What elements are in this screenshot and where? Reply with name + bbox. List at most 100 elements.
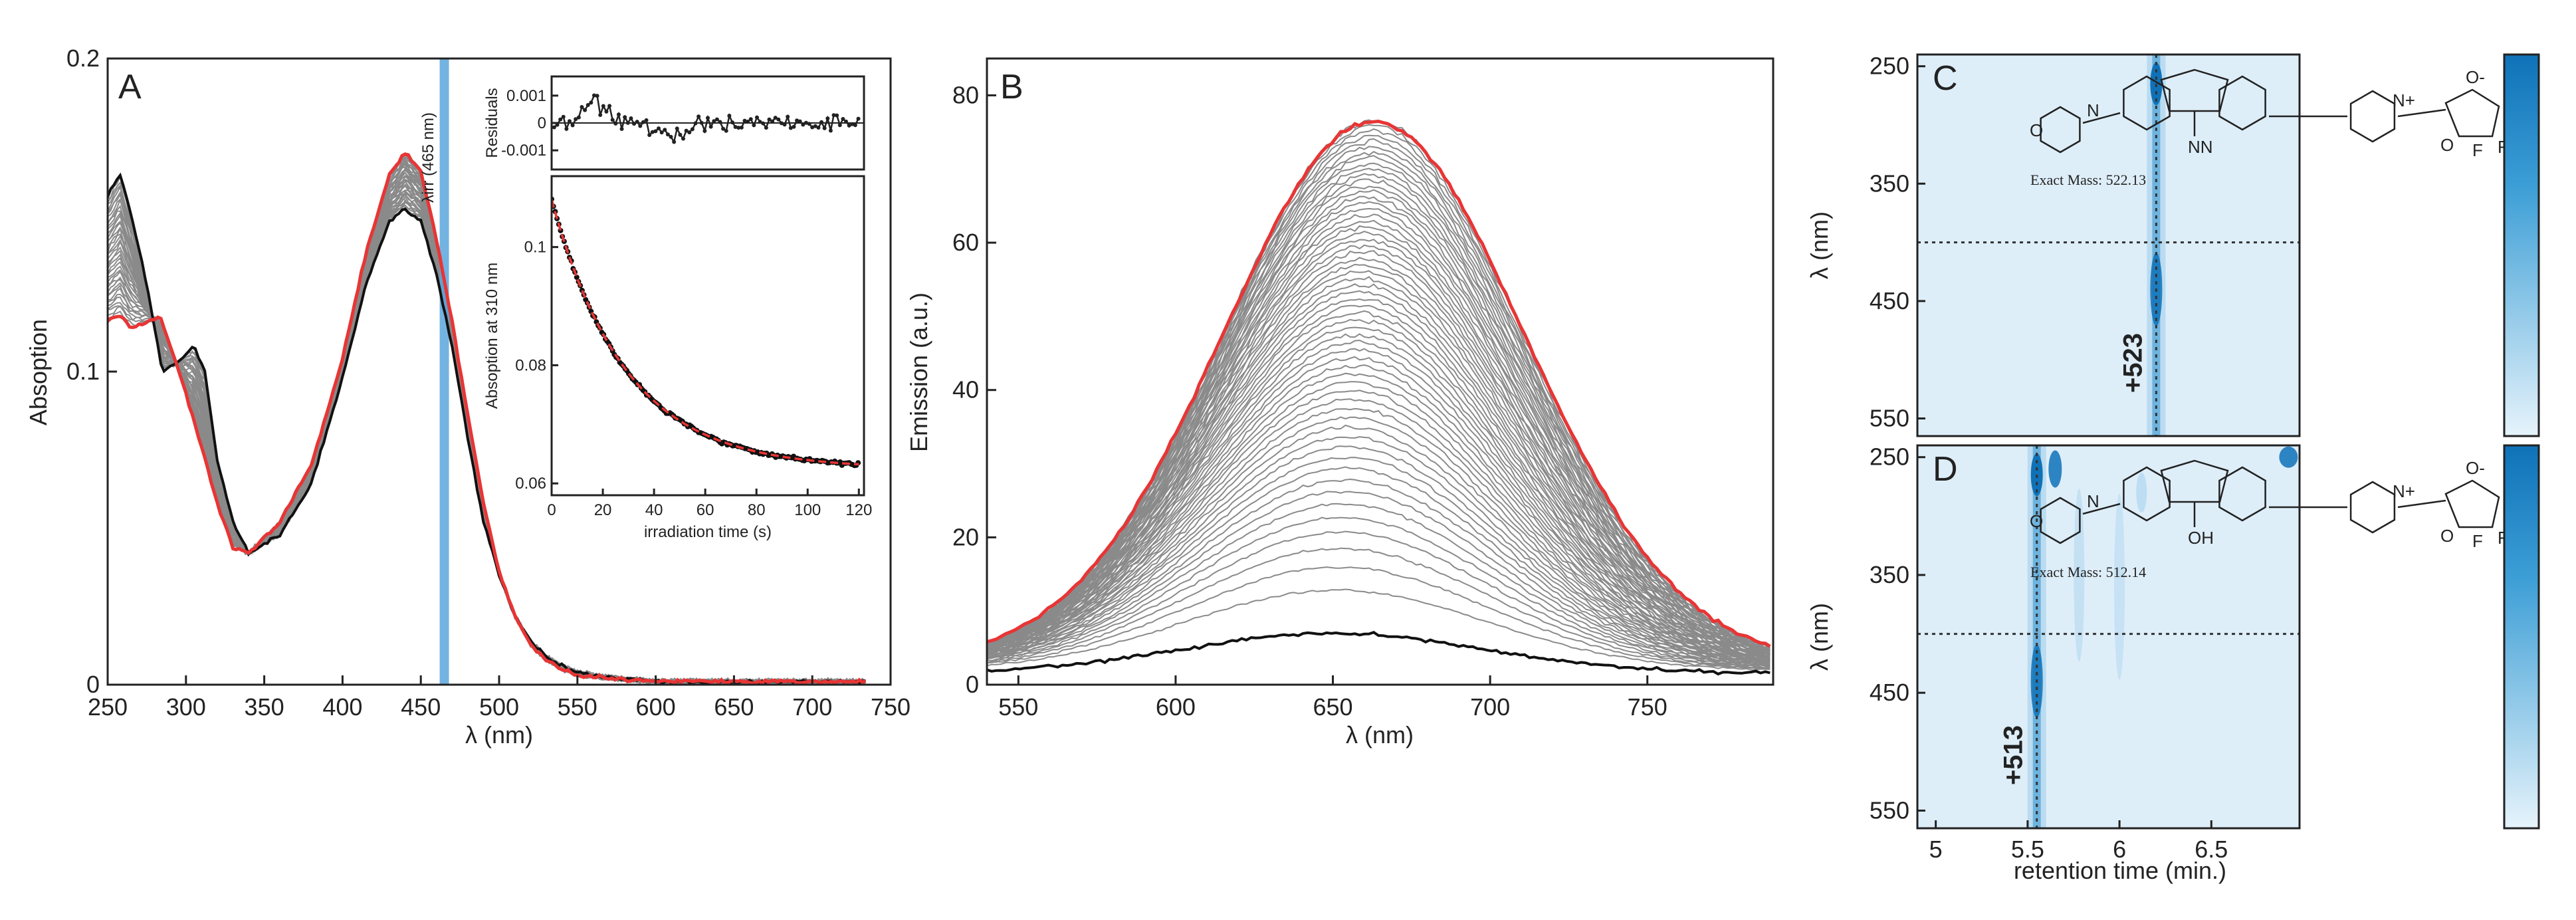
panel-b-grey-curve [987, 239, 1771, 655]
residual-point [730, 120, 734, 125]
panel-d-letter: D [1933, 450, 1958, 489]
residual-point [613, 121, 618, 126]
panel-b-y-axis-title: Emission (a.u.) [905, 292, 932, 452]
decay-x-tick-label: 120 [845, 501, 872, 519]
panel-a-x-tick-label: 650 [714, 693, 754, 721]
panel-a-grey-curve [108, 156, 866, 685]
pentenone-ring [2444, 88, 2500, 138]
panel-a-grey-curve [108, 172, 866, 685]
panel-a-x-tick-label: 750 [871, 693, 911, 721]
residual-point [561, 114, 566, 119]
d-y-tick-label: 450 [1870, 679, 1909, 706]
decay-y-tick-label: 0.06 [515, 475, 546, 493]
decay-x-ticks: 0 20 40 60 80 100 120 [547, 489, 872, 519]
panel-b-grey-curve [987, 390, 1771, 663]
residual-point [625, 120, 630, 125]
panel-c-y-axis-title: λ (nm) [1806, 211, 1833, 279]
panel-d-peak-label: +513 [1999, 725, 2028, 785]
residual-point [690, 127, 695, 132]
residual-point [638, 124, 643, 128]
panel-a-grey-curve [108, 185, 866, 685]
residual-point [616, 112, 621, 117]
panel-a-x-tick-label: 400 [322, 693, 362, 721]
d-x-tick-label: 6.5 [2195, 836, 2228, 863]
panel-a-x-tick-label: 350 [245, 693, 284, 721]
d-y-tick-label: 350 [1870, 561, 1909, 588]
panel-b-grey-curve [987, 436, 1771, 665]
residual-point [813, 124, 817, 128]
aryl-ring [2218, 466, 2266, 522]
structure-atom-label: F [2472, 140, 2483, 160]
panel-b-grey-curve [987, 517, 1771, 669]
pyridinium-ring [2349, 90, 2396, 143]
panel-a-grey-curve [108, 164, 866, 685]
residuals-y-tick-label: 0.001 [506, 87, 546, 105]
residual-point [607, 104, 612, 108]
panel-a-y-tick-label: 0 [86, 671, 100, 698]
panel-b-y-ticks: 0 20 40 60 80 [952, 81, 996, 698]
residual-point [758, 120, 762, 124]
panel-b-grey-curve [987, 263, 1771, 656]
residual-point [764, 126, 768, 130]
panel-b-x-tick-label: 750 [1628, 693, 1667, 721]
residual-point [675, 126, 679, 131]
panel-a-x-tick-label: 450 [401, 693, 441, 721]
residual-point [721, 126, 726, 131]
panel-b-grey-curve [987, 566, 1771, 669]
panel-b-grey-curve [987, 146, 1771, 650]
panel-a-grey-curve [108, 158, 866, 685]
residual-point [629, 116, 633, 121]
residual-point [746, 119, 750, 124]
panel-a-grey-curve [108, 179, 866, 685]
residual-point [837, 123, 842, 128]
panel-b-grey-curve [987, 326, 1771, 660]
residual-point [681, 136, 686, 141]
panel-a-letter: A [118, 68, 142, 106]
d-spot [2048, 450, 2062, 488]
panel-b-grey-curve [987, 225, 1771, 654]
residual-point [632, 122, 637, 126]
structure-atom-label: O [2440, 135, 2454, 155]
panel-b-grey-curve [987, 530, 1771, 669]
d-y-tick-label: 250 [1870, 443, 1909, 471]
residual-point [718, 120, 722, 124]
residual-point [724, 128, 728, 133]
panel-b-grey-curve [987, 457, 1771, 667]
panel-a-grey-curve [108, 161, 866, 685]
residual-point [816, 125, 821, 130]
d-x-tick-label: 5 [1929, 836, 1943, 863]
c-y-tick-label: 250 [1870, 53, 1909, 80]
residual-point [619, 127, 624, 132]
residual-point [586, 103, 590, 108]
panel-a-x-tick-label: 550 [558, 693, 597, 721]
panel-a-grey-curve [108, 175, 866, 685]
residual-point [702, 128, 707, 133]
residuals-y-title: Residuals [483, 88, 501, 158]
residual-point [567, 119, 572, 124]
residual-point [792, 124, 796, 129]
residual-point [558, 117, 563, 122]
panel-b-grey-curve [987, 372, 1771, 661]
residuals-y-tick-label: -0.001 [501, 142, 546, 160]
panel-a-series-red [108, 152, 867, 685]
decay-frame [550, 175, 865, 497]
panel-b-y-tick-label: 60 [952, 229, 979, 256]
residual-point [570, 123, 575, 128]
decay-y-title: Absoption at 310 nm [483, 263, 501, 409]
morpholine-ring [2040, 497, 2081, 544]
structure-atom-label: O- [2466, 458, 2485, 478]
panel-c-exact-mass: Exact Mass: 522.13 [2030, 172, 2146, 188]
residual-point [714, 117, 719, 122]
aryl-ring [2218, 75, 2266, 131]
residual-point [644, 118, 649, 122]
structure-atom-label: F [2472, 531, 2483, 551]
morpholine-ring [2040, 106, 2081, 154]
decay-y-tick-label: 0.08 [515, 356, 546, 374]
panel-d: 5 5.5 6 6.5 250 350 450 550 retention time (mi… [1806, 443, 2540, 884]
panel-a-grey-curve [108, 179, 866, 685]
panel-b-grey-curve [987, 381, 1771, 663]
panel-c-letter: C [1933, 59, 1958, 98]
residual-point [712, 119, 716, 124]
residual-point [844, 119, 849, 124]
residual-point [589, 100, 593, 105]
